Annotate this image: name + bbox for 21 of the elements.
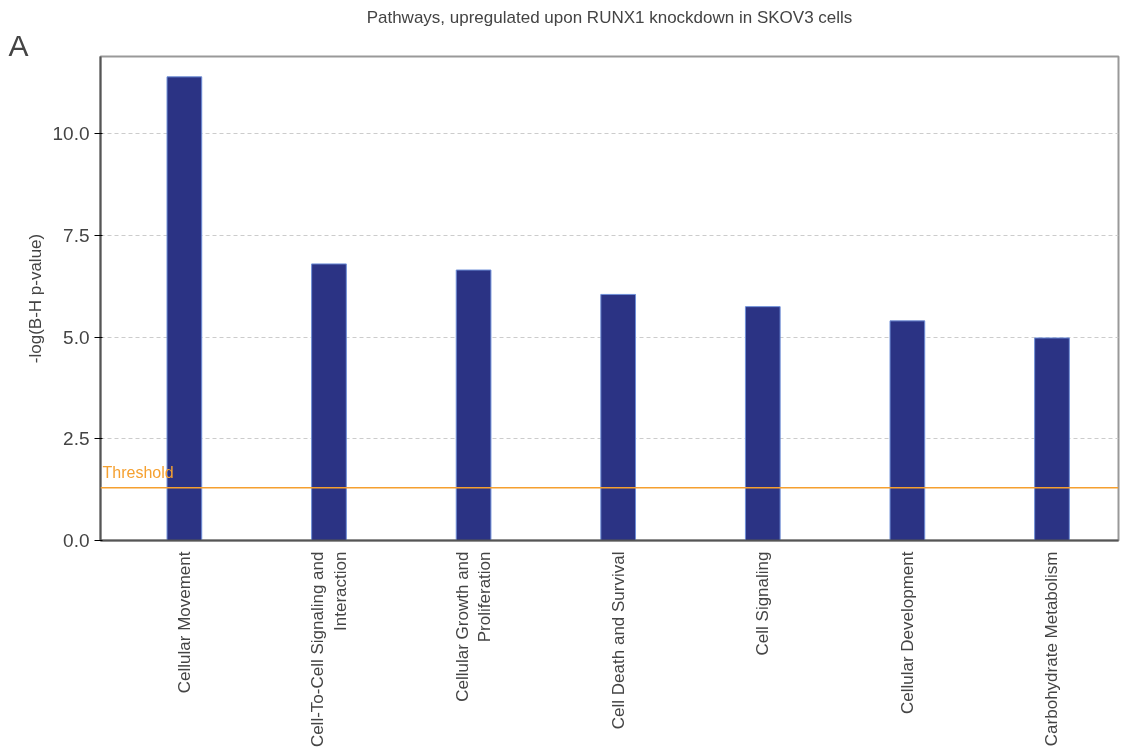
y-tick-label: 10.0 — [52, 123, 90, 145]
bar — [889, 320, 926, 541]
bar — [744, 306, 781, 541]
x-tick-label: Cellular Movement — [174, 551, 194, 694]
y-tick-label: 2.5 — [63, 428, 90, 450]
chart-title: Pathways, upregulated upon RUNX1 knockdown in SKOV3 cells — [366, 7, 853, 27]
y-tick-label: 0.0 — [63, 530, 90, 551]
x-tick-label: Cell Signaling — [753, 551, 773, 656]
y-tick-label: 7.5 — [63, 224, 90, 246]
x-tick-label: Cell-To-Cell Signaling and Interaction — [308, 551, 350, 748]
bar — [1034, 337, 1070, 541]
bar — [600, 293, 637, 541]
bar — [455, 269, 492, 541]
x-tick-label: Cellular Growth and Proliferation — [452, 551, 495, 702]
x-tick-label: Cell Death and Survival — [608, 551, 628, 730]
x-tick-label: Carbohydrate Metabolism — [1042, 551, 1062, 747]
bar — [311, 263, 347, 541]
x-tick-label: Cellular Development — [897, 551, 917, 715]
text: A — [8, 28, 29, 62]
y-tick-label: 5.0 — [63, 326, 90, 348]
y-axis-title: -log(B-H p-value) — [25, 233, 45, 364]
